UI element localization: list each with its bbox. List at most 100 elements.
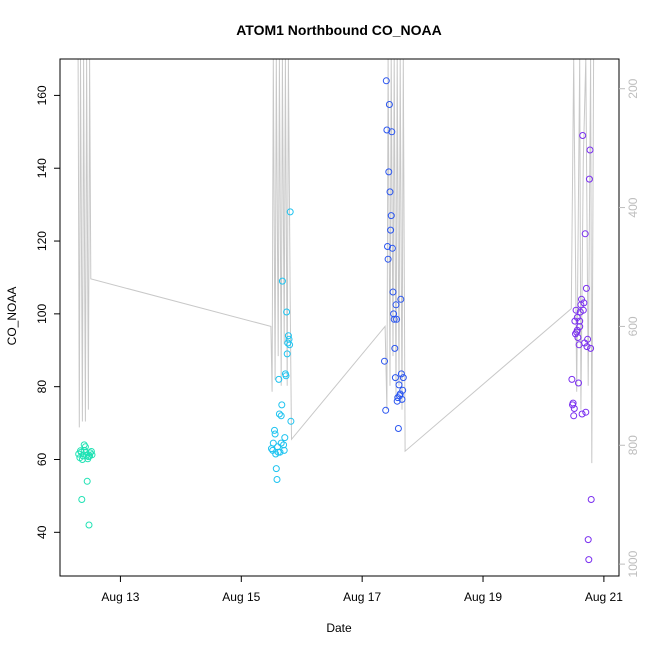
data-point xyxy=(582,284,590,292)
plot-frame xyxy=(59,58,620,577)
data-point xyxy=(275,375,283,383)
data-point xyxy=(83,477,91,485)
data-point xyxy=(571,317,579,325)
data-point xyxy=(387,226,395,234)
data-point xyxy=(397,295,405,303)
data-point xyxy=(390,310,398,318)
data-point xyxy=(582,408,590,416)
data-point xyxy=(584,536,592,544)
data-point xyxy=(287,417,295,425)
data-point xyxy=(388,128,396,136)
data-point xyxy=(392,301,400,309)
data-point xyxy=(272,465,280,473)
series-4 xyxy=(568,132,595,564)
secondary-pressure-lines xyxy=(77,59,595,464)
data-point xyxy=(575,379,582,387)
scatter-points xyxy=(75,77,595,564)
data-point xyxy=(277,412,285,420)
data-point xyxy=(86,449,94,457)
data-point xyxy=(274,448,282,456)
data-point xyxy=(581,230,589,238)
secondary-tick-label: 800 xyxy=(626,435,640,455)
data-point xyxy=(78,456,86,463)
data-point xyxy=(284,339,292,347)
data-point xyxy=(278,401,286,409)
data-point xyxy=(572,330,579,338)
data-point xyxy=(88,451,96,459)
axes: Aug 13 Aug 15 Aug 17 Aug 19 Aug 21 40 60 80 100 1… xyxy=(35,58,640,604)
data-point xyxy=(391,374,399,382)
data-point xyxy=(383,126,391,134)
data-point xyxy=(395,381,403,389)
data-point xyxy=(580,299,588,307)
data-point xyxy=(576,317,584,325)
data-point xyxy=(574,334,582,341)
data-point xyxy=(384,243,391,250)
data-point xyxy=(284,332,292,340)
chart-title: ATOM1 Northbound CO_NOAA xyxy=(236,22,442,38)
data-point xyxy=(87,448,95,455)
data-point xyxy=(587,344,595,352)
data-point xyxy=(397,370,405,378)
data-point xyxy=(399,386,407,394)
secondary-tick-label: 200 xyxy=(626,78,640,98)
data-point xyxy=(278,277,286,285)
data-point xyxy=(573,314,581,321)
y-axis-label: CO_NOAA xyxy=(5,287,19,346)
x-axis-label: Date xyxy=(326,621,352,635)
data-point xyxy=(586,146,594,154)
secondary-tick-label: 1000 xyxy=(626,550,640,577)
data-point xyxy=(78,496,86,503)
y-tick-label: 120 xyxy=(35,231,49,251)
data-point xyxy=(281,434,289,442)
y-tick-label: 40 xyxy=(35,525,49,539)
y-tick-label: 80 xyxy=(35,380,49,394)
data-point xyxy=(585,175,593,183)
data-point xyxy=(282,372,290,380)
data-point xyxy=(390,315,398,323)
series-2 xyxy=(268,208,295,483)
data-point xyxy=(587,496,595,503)
data-point xyxy=(572,306,580,314)
data-point xyxy=(579,132,587,139)
data-point xyxy=(382,406,390,414)
x-tick-label: Aug 15 xyxy=(222,590,260,604)
data-point xyxy=(385,101,393,108)
data-point xyxy=(398,395,406,403)
data-point xyxy=(271,430,279,438)
data-point xyxy=(83,451,91,459)
data-point xyxy=(286,341,294,349)
secondary-tick-label: 400 xyxy=(626,197,640,217)
data-point xyxy=(286,208,294,216)
series-3 xyxy=(381,77,407,432)
data-point xyxy=(578,295,585,303)
data-point xyxy=(381,357,388,365)
data-point xyxy=(394,394,402,402)
x-tick-label: Aug 17 xyxy=(343,590,381,604)
x-tick-label: Aug 21 xyxy=(585,590,623,604)
data-point xyxy=(387,212,395,220)
data-point xyxy=(81,443,89,451)
data-point xyxy=(386,188,394,196)
data-point xyxy=(273,476,281,483)
data-point xyxy=(389,288,397,296)
data-point xyxy=(573,326,581,334)
data-point xyxy=(277,439,285,447)
data-point xyxy=(584,335,592,343)
data-point xyxy=(82,448,90,456)
data-point xyxy=(385,168,393,176)
x-tick-label: Aug 13 xyxy=(101,590,139,604)
data-point xyxy=(269,439,277,447)
y-tick-label: 60 xyxy=(35,452,49,466)
data-point xyxy=(399,374,407,382)
data-point xyxy=(585,556,593,564)
data-point xyxy=(570,405,578,412)
data-point xyxy=(394,425,402,432)
data-point xyxy=(583,343,591,351)
data-point xyxy=(283,350,291,358)
data-point xyxy=(283,308,291,316)
data-point xyxy=(382,77,390,85)
data-point xyxy=(391,344,399,352)
data-point xyxy=(568,375,576,383)
